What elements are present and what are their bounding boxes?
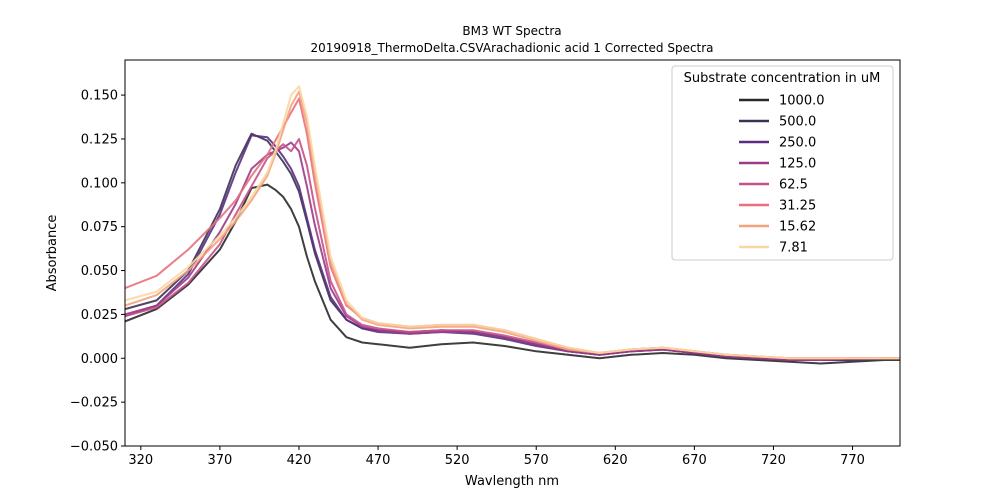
x-tick-label: 770: [840, 453, 865, 468]
legend-entry-label: 7.81: [779, 241, 808, 256]
chart-title: BM3 WT Spectra: [462, 24, 561, 38]
y-tick-label: 0.150: [81, 89, 118, 104]
x-tick-label: 420: [287, 453, 312, 468]
x-tick-label: 470: [366, 453, 391, 468]
y-tick-label: 0.050: [81, 264, 118, 279]
x-axis: 320 370 420 470 520 570 620 670 720 770: [128, 446, 865, 468]
legend-entry-label: 62.5: [779, 178, 808, 193]
y-tick-label: 0.075: [81, 220, 118, 235]
series-line-8: [124, 85, 900, 360]
x-tick-label: 520: [445, 453, 470, 468]
y-tick-label: −0.025: [70, 396, 118, 411]
y-tick-label: 0.025: [81, 308, 118, 323]
axes-frame: [124, 59, 901, 447]
legend-entry-label: 1000.0: [779, 94, 825, 109]
series-lines: [124, 85, 900, 365]
chart-subtitle: 20190918_ThermoDelta.CSVArachadionic aci…: [310, 41, 713, 55]
y-axis: −0.050 −0.025 0.000 0.025 0.050 0.075 0.100 0.1…: [70, 89, 125, 455]
y-tick-label: 0.125: [81, 132, 118, 147]
y-tick-label: 0.100: [81, 176, 118, 191]
legend-box: [671, 65, 894, 261]
x-tick-label: 670: [682, 453, 707, 468]
legend-title: Substrate concentration in uM: [684, 71, 881, 86]
y-tick-label: 0.000: [81, 352, 118, 367]
x-axis-label: Wavlength nm: [465, 474, 559, 489]
legend-entry-label: 250.0: [779, 136, 816, 151]
y-tick-label: −0.050: [70, 440, 118, 455]
x-tick-label: 320: [128, 453, 153, 468]
x-tick-label: 570: [524, 453, 549, 468]
legend-entry-label: 15.62: [779, 220, 816, 235]
legend-entries: 1000.0 500.0 250.0 125.0 62.5 31.25 15.62 7.81: [739, 94, 825, 256]
legend-entry-label: 125.0: [779, 157, 816, 172]
series-line-4: [124, 141, 900, 361]
legend: Substrate concentration in uM 1000.0 500.…: [671, 65, 894, 261]
legend-entry-label: 31.25: [779, 199, 816, 214]
x-tick-label: 370: [207, 453, 232, 468]
legend-entry-label: 500.0: [779, 115, 816, 130]
y-axis-label: Absorbance: [45, 215, 60, 292]
x-tick-label: 720: [761, 453, 786, 468]
x-tick-label: 620: [603, 453, 628, 468]
